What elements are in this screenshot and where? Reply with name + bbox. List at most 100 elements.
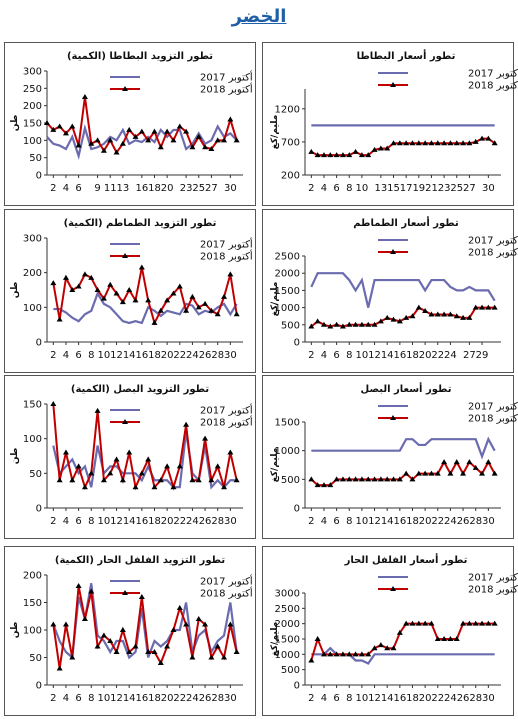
onion-price-ytick-label: 1000: [275, 446, 300, 457]
potato-price-xtick-label: 23: [438, 183, 451, 194]
potato-supply-xtick-label: 30: [224, 183, 237, 194]
onion-supply-xtick-label: 8: [88, 516, 94, 527]
hotpepper-price-legend-marker: [390, 586, 396, 591]
potato-price-point-2018: [320, 152, 327, 158]
onion-supply-xtick-label: 24: [186, 516, 199, 527]
tomato-price-point-2018: [472, 304, 479, 310]
potato-supply-series-2017-line: [46, 123, 238, 161]
onion-supply-point-2018: [69, 477, 76, 483]
tomato-price-xtick-label: 18: [406, 350, 419, 361]
potato-supply-point-2018: [107, 137, 114, 143]
hotpepper-price-point-2018: [396, 629, 403, 635]
hotpepper-price-xtick-label: 20: [419, 693, 432, 704]
hotpepper-price-point-2018: [453, 636, 460, 641]
hotpepper-supply-ytick-label: 100: [23, 626, 42, 637]
tomato-supply-xtick-label: 30: [224, 350, 237, 361]
hotpepper-supply-point-2018: [202, 621, 209, 627]
potato-supply-point-2018: [62, 130, 69, 136]
hotpepper-supply-point-2018: [50, 621, 57, 627]
hotpepper-price-xtick-label: 10: [356, 693, 369, 704]
tomato-price-point-2018: [314, 318, 321, 324]
potato-price-point-2018: [396, 140, 403, 146]
onion-supply-xtick-label: 26: [199, 516, 212, 527]
tomato-price-point-2018: [403, 314, 410, 320]
hotpepper-supply-ytick-label: 200: [23, 571, 42, 582]
hotpepper-supply-xtick-label: 28: [211, 693, 224, 704]
onion-supply-point-2018: [75, 463, 82, 469]
hotpepper-supply-point-2018: [119, 627, 126, 632]
hotpepper-supply-point-2018: [62, 621, 69, 627]
hotpepper-supply-point-2018: [100, 632, 107, 638]
onion-supply-xtick-label: 22: [173, 516, 186, 527]
onion-supply-xtick-label: 12: [110, 516, 123, 527]
hotpepper-price-point-2018: [352, 651, 359, 657]
onion-supply-xtick-label: 20: [161, 516, 174, 527]
hotpepper-supply-xtick-label: 22: [173, 693, 186, 704]
onion-price-xtick-label: 8: [346, 516, 352, 527]
hotpepper-supply-point-2018: [126, 649, 133, 654]
onion-price-point-2018: [479, 470, 486, 476]
tomato-supply-legend-label: أكتوبر 2018: [200, 250, 253, 263]
tomato-supply-point-2018: [50, 280, 57, 286]
tomato-supply-point-2018: [107, 281, 114, 287]
potato-price-point-2018: [352, 148, 359, 154]
hotpepper-supply-point-2018: [69, 654, 76, 660]
tomato-price-point-2018: [453, 313, 460, 319]
potato-price-point-2018: [434, 140, 441, 146]
hotpepper-supply-xtick-label: 30: [224, 693, 237, 704]
potato-price-point-2018: [460, 140, 467, 146]
potato-supply-xtick-label: 18: [148, 183, 161, 194]
potato-price-xtick-label: 30: [482, 183, 495, 194]
hotpepper-price-legend-label: أكتوبر 2018: [468, 583, 518, 596]
onion-supply-ytick-label: 100: [23, 434, 42, 445]
hotpepper-price-ytick-label: 3000: [275, 589, 300, 600]
onion-supply-point-2018: [151, 484, 158, 490]
hotpepper-price-point-2018: [390, 645, 397, 651]
potato-price-point-2018: [485, 135, 492, 141]
potato-price-chart: تطور أسعار البطاطا 200 700 1200 2 4 6 8 10 13 15 17…: [270, 49, 518, 194]
hotpepper-price-title: تطور أسعار الفلفل الحار: [344, 553, 468, 566]
onion-price-legend-label: أكتوبر 2018: [468, 412, 518, 425]
potato-supply-ytick-label: 50: [29, 153, 42, 164]
tomato-supply-point-2018: [208, 307, 215, 313]
tomato-price-point-2018: [390, 316, 397, 322]
onion-price-point-2018: [441, 459, 448, 465]
tomato-price-xtick-label: 4: [321, 350, 327, 361]
hotpepper-supply-xtick-label: 12: [110, 693, 123, 704]
tomato-price-xtick-label: 24: [444, 350, 457, 361]
onion-price-ylabel: مليم/كغ: [270, 448, 280, 483]
potato-price-xtick-label: 19: [412, 183, 425, 194]
onion-supply-point-2018: [233, 477, 240, 483]
hotpepper-price-chart: تطور أسعار الفلفل الحار 0 500 1000 1500 2000 2…: [270, 553, 518, 704]
onion-price-point-2018: [352, 476, 359, 482]
onion-price-point-2018: [434, 470, 441, 476]
tomato-supply-title: تطور التزويد الطماطم (الكمية): [64, 218, 217, 229]
hotpepper-supply-point-2018: [164, 643, 171, 649]
tomato-supply-point-2018: [195, 304, 202, 310]
onion-price-point-2018: [333, 476, 340, 482]
potato-supply-xtick-label: 25: [192, 183, 205, 194]
tomato-supply-point-2018: [221, 293, 228, 299]
hotpepper-price-point-2018: [346, 651, 353, 657]
onion-price-point-2018: [428, 470, 435, 476]
tomato-price-point-2018: [396, 318, 403, 324]
potato-price-point-2018: [479, 135, 486, 141]
onion-price-xtick-label: 14: [381, 516, 394, 527]
tomato-price-point-2018: [384, 314, 391, 320]
onion-supply-series-2017-line: [52, 431, 237, 490]
onion-price-panel: تطور أسعار البصل 0 500 1000 1500 2 4 6 8 10 12 14 16…: [262, 375, 518, 539]
onion-price-xtick-label: 2: [308, 516, 314, 527]
potato-price-xtick-label: 10: [356, 183, 369, 194]
hotpepper-supply-legend-label: أكتوبر 2018: [200, 587, 253, 600]
hotpepper-supply-point-2018: [113, 649, 120, 654]
tomato-price-panel: تطور أسعار الطماطم 0 500 1000 1500 2000 2500 2 4…: [262, 209, 518, 373]
potato-price-xtick-label: 17: [400, 183, 413, 194]
tomato-supply-xtick-label: 16: [135, 350, 148, 361]
potato-supply-legend-marker: [122, 86, 128, 91]
hotpepper-price-point-2018: [415, 620, 422, 626]
onion-price-legend-label: أكتوبر 2017: [468, 400, 518, 413]
onion-supply-point-2018: [189, 477, 196, 483]
potato-supply-xtick-label: 27: [205, 183, 218, 194]
tomato-supply-xtick-label: 2: [50, 350, 56, 361]
tomato-price-point-2018: [441, 311, 448, 317]
